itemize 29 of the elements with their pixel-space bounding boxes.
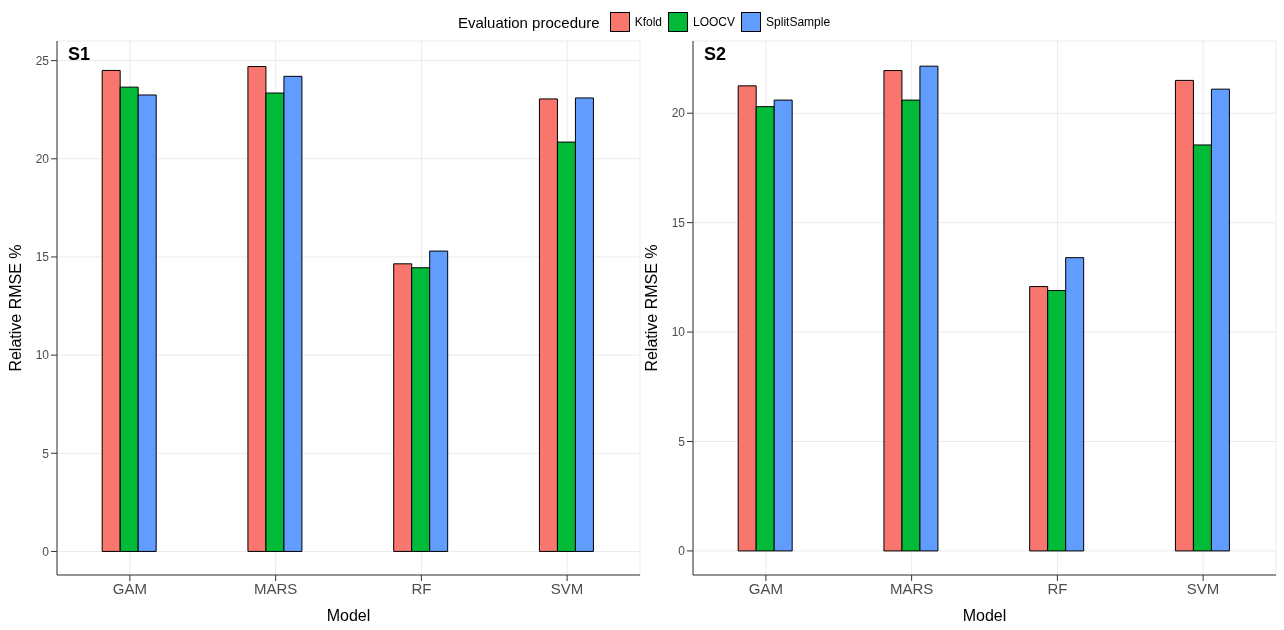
legend-label: SplitSample	[766, 15, 831, 29]
y-tick-label: 5	[678, 434, 686, 449]
y-tick-label: 10	[671, 325, 686, 340]
x-axis-title: Model	[962, 607, 1007, 624]
y-tick-label: 20	[35, 152, 50, 167]
x-tick-label: SVM	[550, 579, 584, 597]
y-tick-label: 25	[35, 53, 50, 68]
chart-title: S2	[704, 44, 727, 65]
legend-title: Evaluation procedure	[457, 13, 600, 31]
y-tick-label: 0	[678, 544, 686, 559]
chart-title: S1	[68, 44, 91, 65]
x-tick-label: RF	[1047, 579, 1068, 597]
legend-label: LOOCV	[693, 15, 736, 29]
x-tick-label: SVM	[1186, 579, 1220, 597]
x-tick-label: MARS	[889, 579, 934, 597]
x-tick-label: RF	[411, 579, 432, 597]
y-axis-title: Relative RMSE %	[642, 244, 660, 372]
y-tick-label: 20	[671, 106, 686, 121]
y-axis-title: Relative RMSE %	[6, 244, 24, 372]
y-tick-label: 5	[42, 446, 50, 461]
y-tick-label: 15	[35, 250, 50, 265]
y-tick-label: 0	[42, 544, 50, 559]
x-axis-title: Model	[326, 607, 371, 624]
legend-label: Kfold	[634, 15, 663, 29]
x-tick-label: MARS	[253, 579, 298, 597]
x-tick-label: GAM	[748, 579, 783, 597]
x-tick-label: GAM	[112, 579, 147, 597]
y-tick-label: 15	[671, 215, 686, 230]
y-tick-label: 10	[35, 348, 50, 363]
